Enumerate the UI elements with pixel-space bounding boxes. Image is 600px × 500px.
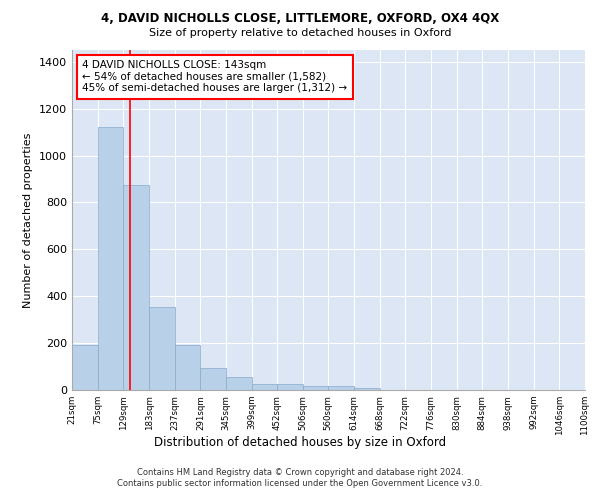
- Text: 4 DAVID NICHOLLS CLOSE: 143sqm
← 54% of detached houses are smaller (1,582)
45% : 4 DAVID NICHOLLS CLOSE: 143sqm ← 54% of …: [82, 60, 347, 94]
- Bar: [124, 185, 149, 390]
- Y-axis label: Number of detached properties: Number of detached properties: [23, 132, 34, 308]
- Bar: [226, 377, 252, 390]
- Bar: [200, 368, 226, 390]
- Bar: [354, 388, 380, 390]
- Bar: [149, 307, 175, 390]
- Bar: [72, 346, 98, 390]
- Text: 4, DAVID NICHOLLS CLOSE, LITTLEMORE, OXFORD, OX4 4QX: 4, DAVID NICHOLLS CLOSE, LITTLEMORE, OXF…: [101, 12, 499, 26]
- Text: Distribution of detached houses by size in Oxford: Distribution of detached houses by size …: [154, 436, 446, 449]
- Bar: [277, 384, 302, 390]
- Bar: [328, 386, 354, 390]
- Text: Size of property relative to detached houses in Oxford: Size of property relative to detached ho…: [149, 28, 451, 38]
- Bar: [98, 128, 124, 390]
- Bar: [175, 346, 200, 390]
- Bar: [252, 384, 277, 390]
- Bar: [302, 386, 328, 390]
- Text: Contains HM Land Registry data © Crown copyright and database right 2024.
Contai: Contains HM Land Registry data © Crown c…: [118, 468, 482, 487]
